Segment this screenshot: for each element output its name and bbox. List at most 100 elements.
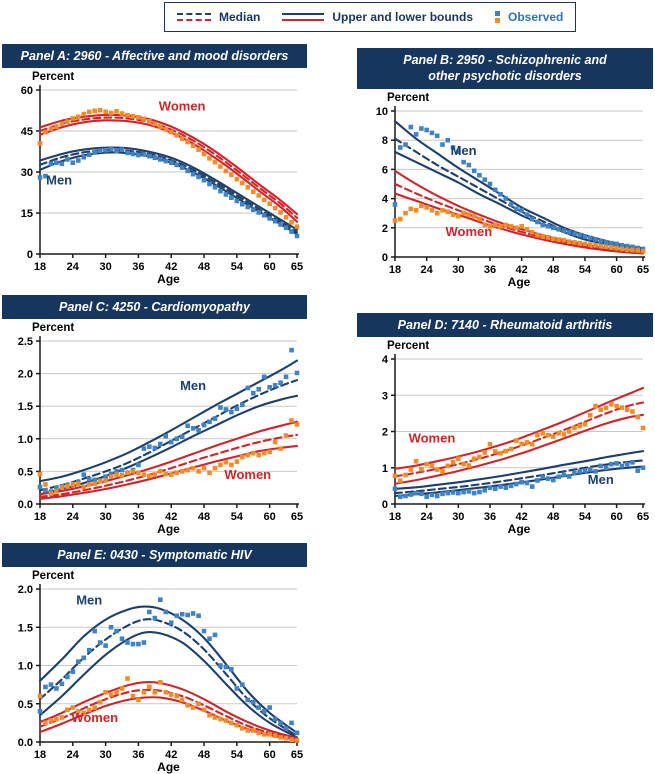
observed-men-point: [619, 463, 625, 469]
observed-men-point: [75, 659, 81, 665]
x-tick-label: 65: [637, 264, 649, 276]
observed-men-point: [256, 387, 262, 392]
x-tick-label: 30: [99, 749, 111, 761]
observed-men-point: [147, 154, 152, 159]
men-series-label: Men: [451, 142, 477, 157]
observed-men-point: [419, 491, 424, 497]
observed-women-point: [81, 112, 87, 117]
observed-women-point: [413, 207, 419, 213]
observed-men-point: [92, 150, 97, 155]
women-upper-bound-curve: [393, 387, 645, 471]
observed-men-point: [136, 462, 141, 468]
observed-men-point: [278, 380, 283, 386]
observed-women-point: [429, 207, 435, 213]
panel-d-title: Panel D: 7140 - Rheumatoid arthritis: [357, 313, 653, 338]
y-axis-title: Percent: [387, 92, 429, 104]
y-tick-label: 1.0: [18, 434, 33, 446]
observed-women-point: [179, 469, 185, 474]
observed-men-point: [119, 147, 125, 153]
observed-women-point: [294, 224, 300, 230]
legend-median-label: Median: [219, 10, 261, 24]
observed-women-point: [163, 471, 169, 477]
observed-women-point: [185, 468, 190, 473]
x-tick-label: 54: [579, 264, 592, 276]
observed-women-point: [174, 133, 180, 138]
x-tick-label: 30: [452, 264, 464, 276]
observed-women-point: [240, 180, 245, 186]
observed-men-point: [97, 148, 103, 154]
observed-women-point: [119, 111, 125, 117]
panel-c: Panel C: 4250 - Cardiomyopathy 0.0 0.5 1.0…: [2, 295, 307, 537]
x-tick-label: 48: [198, 749, 210, 761]
observed-women-point: [408, 206, 414, 211]
observed-men-point: [603, 465, 609, 471]
observed-men-point: [103, 474, 108, 480]
observed-women-point: [92, 108, 97, 114]
x-tick-label: 18: [389, 264, 401, 276]
observed-men-point: [397, 144, 403, 150]
observed-women-point: [201, 707, 207, 713]
observed-women-point: [54, 124, 59, 130]
observed-women-point: [196, 147, 201, 153]
observed-men-point: [54, 686, 59, 691]
observed-women-point: [70, 482, 76, 487]
observed-men-point: [392, 486, 398, 492]
observed-men-point: [545, 223, 551, 229]
observed-women-point: [179, 136, 185, 142]
observed-men-point: [119, 468, 125, 473]
men-median-curve: [393, 459, 645, 495]
panel-e-chart: 0.0 0.5 1.0 1.5 2.0 18 24 30 36 42 48 54 60 65 Percent…: [2, 567, 307, 774]
observed-men-point: [256, 210, 262, 216]
x-tick-label: 65: [291, 511, 303, 523]
y-axis-title: Percent: [32, 71, 74, 83]
men-dashed-line-icon: [177, 13, 211, 15]
observed-men-point: [403, 493, 408, 499]
observed-men-point: [234, 198, 240, 204]
legend-bounds-label: Upper and lower bounds: [332, 10, 474, 24]
observed-men-point: [245, 204, 251, 210]
observed-men-point: [125, 150, 130, 156]
y-tick-label: 0.0: [18, 499, 33, 511]
observed-women-point: [245, 185, 251, 190]
observed-men-point: [609, 240, 614, 245]
observed-women-point: [456, 456, 461, 462]
observed-men-point: [108, 147, 114, 152]
observed-men-point: [572, 230, 577, 236]
men-series-label: Men: [588, 472, 614, 487]
observed-men-point: [59, 681, 65, 687]
observed-men-point: [635, 468, 641, 474]
observed-men-point: [487, 485, 493, 491]
observed-women-point: [190, 705, 196, 711]
observed-women-point: [609, 244, 614, 250]
observed-women-point: [141, 116, 147, 122]
observed-men-point: [272, 383, 278, 388]
observed-men-point: [272, 219, 278, 224]
observed-women-point: [550, 434, 556, 440]
observed-men-point: [157, 441, 163, 447]
women-series-label: Women: [224, 467, 271, 482]
observed-women-point: [508, 446, 514, 452]
y-tick-label: 3: [382, 391, 388, 403]
observed-women-point: [278, 735, 283, 740]
observed-women-point: [408, 467, 414, 473]
observed-men-point: [185, 423, 190, 429]
observed-men-point: [179, 165, 185, 171]
observed-men-point: [429, 130, 435, 135]
women-lower-bound-curve: [393, 191, 645, 255]
observed-men-point: [207, 181, 212, 187]
observed-men-point: [582, 468, 588, 474]
observed-men-point: [482, 488, 488, 493]
observed-men-point: [240, 202, 245, 207]
observed-men-point: [289, 229, 294, 235]
observed-women-point: [424, 462, 429, 467]
observed-women-point: [97, 108, 103, 113]
observed-women-point: [70, 116, 76, 121]
observed-men-point: [163, 609, 169, 615]
x-tick-label: 36: [132, 261, 144, 273]
x-tick-label: 36: [484, 264, 496, 276]
observed-women-point: [174, 470, 180, 476]
observed-men-point: [566, 474, 572, 479]
observed-men-point: [434, 493, 440, 499]
observed-men-point: [250, 207, 256, 213]
